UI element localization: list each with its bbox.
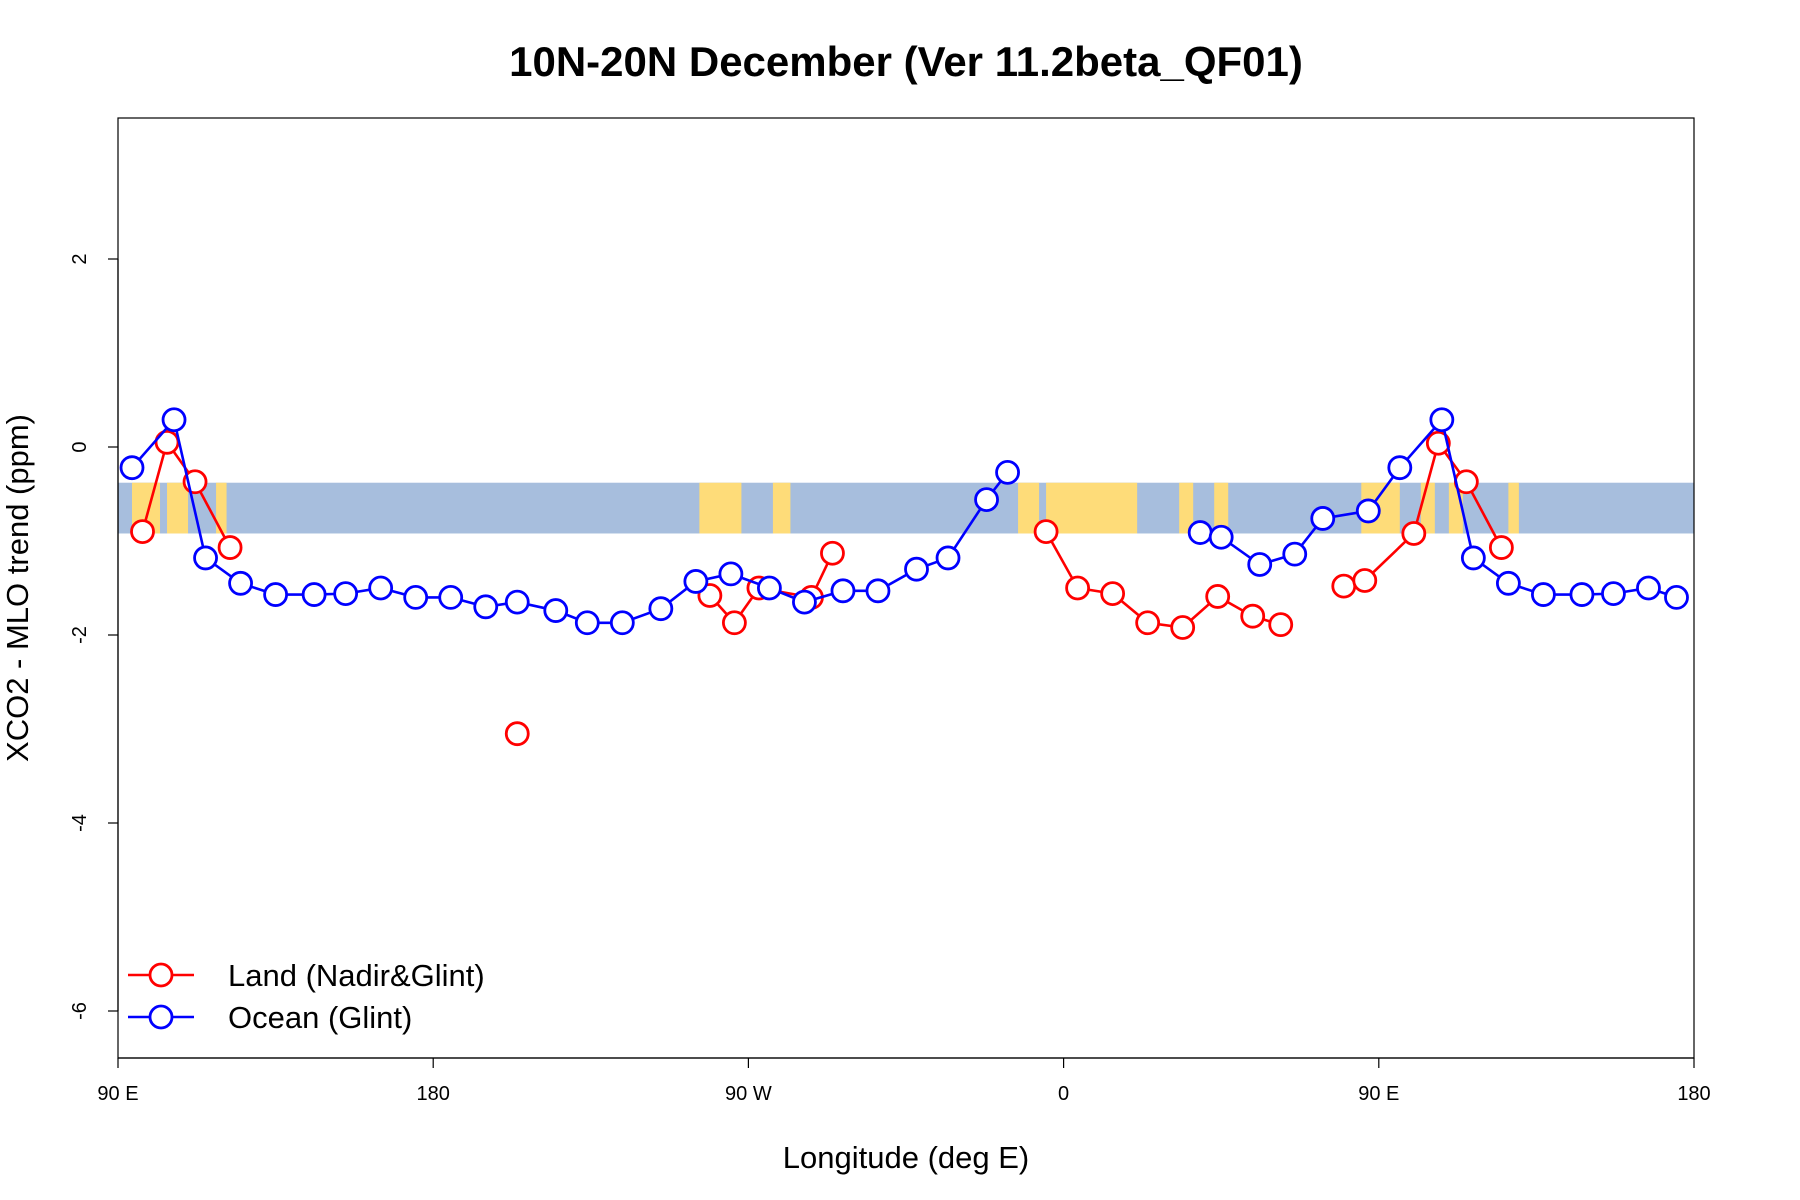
data-point — [473, 594, 499, 620]
legend-marker — [148, 1004, 174, 1030]
data-point — [865, 578, 891, 604]
data-point — [1425, 430, 1451, 456]
y-axis: 2 0 -2 -4 -6 — [69, 253, 119, 1020]
land-patch — [216, 482, 227, 534]
data-point — [995, 459, 1020, 485]
x-axis: 90 E 180 90 W 0 90 E 180 — [97, 1057, 1711, 1105]
data-point — [1401, 521, 1427, 546]
x-tick-label: 90 E — [1358, 1083, 1399, 1105]
data-point — [228, 570, 253, 596]
data-point — [721, 610, 747, 636]
data-point — [1282, 541, 1308, 567]
data-point — [130, 519, 155, 544]
land-patch — [1508, 482, 1519, 534]
series-ocean — [119, 407, 1689, 636]
x-axis-label: Longitude (deg E) — [783, 1140, 1029, 1175]
data-point — [1429, 407, 1455, 433]
data-point — [1495, 570, 1521, 596]
data-point — [1065, 575, 1091, 601]
data-point — [1569, 582, 1595, 607]
data-point — [438, 585, 464, 610]
data-point — [1135, 610, 1161, 636]
data-point — [1387, 455, 1413, 481]
data-point — [403, 585, 429, 610]
data-point — [718, 561, 744, 587]
x-tick-label: 180 — [417, 1083, 450, 1105]
data-point — [1205, 584, 1231, 609]
chart-title: 10N-20N December (Ver 11.2beta_QF01) — [509, 38, 1303, 85]
data-point — [1664, 585, 1689, 610]
legend-marker — [148, 962, 174, 988]
data-point — [263, 582, 289, 607]
data-point — [1170, 615, 1196, 640]
data-point — [1208, 524, 1234, 550]
data-point — [1240, 603, 1266, 629]
data-point — [1355, 498, 1381, 524]
x-tick-label: 180 — [1677, 1083, 1710, 1105]
data-point — [333, 581, 359, 607]
x-tick-label: 90 W — [725, 1083, 772, 1105]
land-patch — [167, 482, 189, 534]
data-point — [1033, 519, 1059, 544]
data-point — [974, 487, 999, 513]
series-layer — [119, 407, 1689, 747]
data-point — [609, 610, 635, 636]
legend: Land (Nadir&Glint) Ocean (Glint) — [128, 958, 485, 1035]
y-axis-label: XCO2 - MLO trend (ppm) — [0, 414, 35, 762]
land-patch — [772, 482, 791, 534]
data-point — [648, 596, 674, 622]
data-point — [1100, 581, 1126, 607]
data-point — [1310, 506, 1336, 531]
data-point — [1460, 545, 1486, 571]
data-point — [504, 589, 530, 615]
y-tick-label: 0 — [69, 441, 91, 452]
data-point — [368, 575, 394, 601]
data-point — [1531, 582, 1556, 607]
data-point — [830, 578, 856, 604]
data-point — [1636, 575, 1661, 601]
data-point — [119, 455, 145, 481]
data-point — [161, 407, 187, 433]
data-point — [193, 545, 218, 571]
series-line — [141, 439, 232, 549]
land-patch — [1046, 482, 1138, 534]
y-tick-label: -4 — [69, 814, 91, 832]
x-tick-label: 90 E — [97, 1083, 138, 1105]
data-point — [820, 540, 845, 566]
data-point — [574, 610, 600, 636]
y-tick-label: 2 — [69, 253, 91, 264]
data-point — [504, 721, 530, 747]
data-point — [1268, 612, 1294, 638]
geography-band — [118, 482, 1694, 534]
y-tick-label: -6 — [69, 1002, 91, 1020]
data-point — [683, 569, 709, 594]
legend-label: Land (Nadir&Glint) — [228, 958, 485, 993]
y-tick-label: -2 — [69, 626, 91, 644]
data-point — [1187, 520, 1213, 545]
x-tick-label: 0 — [1058, 1083, 1069, 1105]
land-patch — [1214, 482, 1229, 534]
data-point — [1488, 535, 1514, 560]
land-patch — [1018, 482, 1040, 534]
data-point — [1247, 552, 1273, 577]
data-point — [1352, 568, 1378, 593]
series-land — [130, 429, 1514, 747]
land-patch — [1179, 482, 1194, 534]
data-point — [217, 535, 243, 560]
data-point — [1601, 581, 1626, 607]
data-point — [792, 589, 817, 615]
data-point — [904, 556, 929, 582]
land-patch — [699, 482, 742, 534]
data-point — [1331, 573, 1357, 599]
data-point — [543, 598, 569, 623]
data-point — [301, 582, 327, 607]
data-point — [935, 545, 961, 571]
data-point — [757, 575, 782, 601]
legend-label: Ocean (Glint) — [228, 1000, 412, 1035]
